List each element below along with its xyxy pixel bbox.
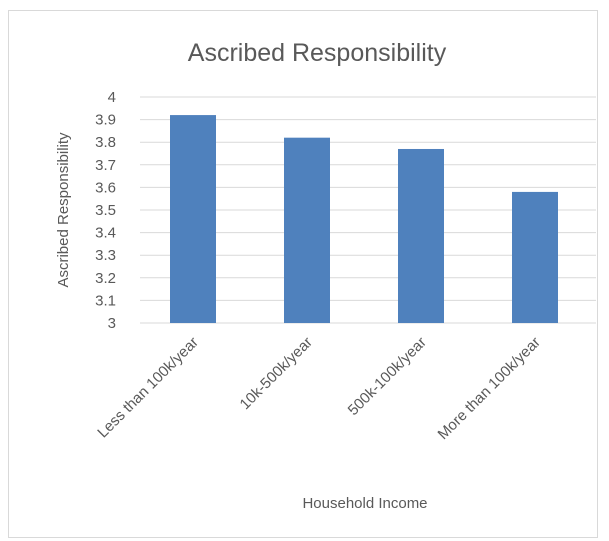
bar: [398, 148, 444, 323]
x-category-labels: Less than 100k/year 10k-500k/year 500k-100…: [94, 334, 544, 443]
bar: [512, 191, 558, 323]
y-tick-labels: 3 3.1 3.2 3.3 3.4 3.5 3.6 3.7 3.8 3.9 4: [95, 89, 116, 332]
y-tick-label: 3.7: [95, 157, 116, 174]
x-category-label: More than 100k/year: [435, 334, 544, 443]
bar: [284, 137, 330, 323]
y-tick-label: 3.1: [95, 292, 116, 309]
x-axis-title: Household Income: [302, 495, 427, 512]
y-tick-label: 3.4: [95, 225, 116, 242]
y-tick-label: 3.3: [95, 247, 116, 264]
x-category-label: 500k-100k/year: [345, 334, 430, 419]
y-tick-label: 3: [108, 315, 116, 332]
y-tick-label: 3.5: [95, 202, 116, 219]
y-tick-label: 3.8: [95, 134, 116, 151]
y-tick-label: 3.9: [95, 112, 116, 129]
y-tick-label: 3.6: [95, 179, 116, 196]
y-tick-label: 3.2: [95, 270, 116, 287]
x-category-label: Less than 100k/year: [94, 334, 202, 442]
y-axis-title: Ascribed Responsibility: [55, 132, 72, 288]
bars: [170, 115, 558, 323]
x-category-label: 10k-500k/year: [237, 334, 316, 413]
bar: [170, 115, 216, 323]
y-tick-label: 4: [108, 89, 116, 106]
chart-title: Ascribed Responsibility: [188, 39, 447, 67]
